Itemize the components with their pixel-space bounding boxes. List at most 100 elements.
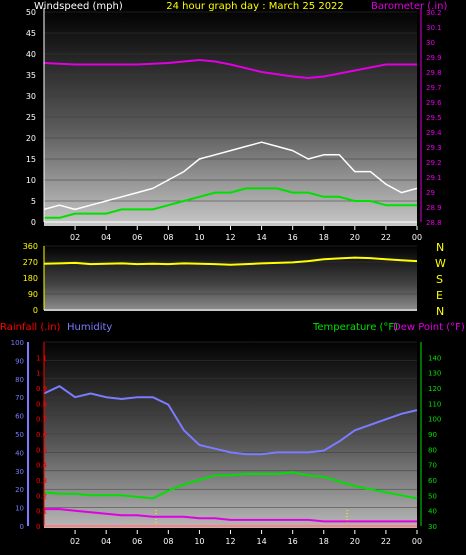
panel1-x-label: 16 bbox=[288, 233, 298, 242]
panel1-x-label: 02 bbox=[70, 233, 80, 242]
barometer-tick-label: 29.1 bbox=[426, 174, 442, 182]
temperature-tick-label: 90 bbox=[428, 431, 437, 439]
barometer-tick-label: 28.8 bbox=[426, 219, 442, 227]
barometer-tick-label: 29.9 bbox=[426, 54, 442, 62]
rainfall-tick-label: 1 bbox=[36, 370, 40, 378]
temperature-tick-label: 100 bbox=[428, 416, 441, 424]
temperature-axis-label: Temperature (°F) bbox=[312, 322, 398, 333]
humidity-tick-label: 20 bbox=[15, 486, 24, 494]
rainfall-tick-label: 0.8 bbox=[36, 400, 47, 408]
direction-label-s: S bbox=[436, 273, 443, 286]
wind-gust-line bbox=[43, 141, 418, 211]
humidity-tick-label: 100 bbox=[11, 339, 24, 347]
panel1-x-label: 00 bbox=[412, 233, 422, 242]
rainfall-tick-label: 0.2 bbox=[36, 492, 47, 500]
rainfall-tick-label: 0 bbox=[36, 523, 40, 531]
temperature-tick-label: 110 bbox=[428, 400, 441, 408]
temperature-tick-label: 60 bbox=[428, 477, 437, 485]
temperature-tick-label: 120 bbox=[428, 385, 441, 393]
barometer-tick-label: 29.8 bbox=[426, 69, 442, 77]
panel3-x-label: 16 bbox=[288, 537, 298, 546]
panel3-x-label: 20 bbox=[350, 537, 360, 546]
temperature-tick-label: 70 bbox=[428, 462, 437, 470]
windspeed-axis-label: Windspeed (mph) bbox=[34, 1, 123, 12]
barometer-tick-label: 29.5 bbox=[426, 114, 442, 122]
direction-tick-label: 180 bbox=[23, 274, 38, 283]
panel1-x-label: 22 bbox=[381, 233, 391, 242]
panel1-x-label: 14 bbox=[256, 233, 266, 242]
rainfall-tick-label: 0.7 bbox=[36, 416, 47, 424]
chart-title: 24 hour graph day : March 25 2022 bbox=[166, 1, 344, 12]
barometer-tick-label: 30 bbox=[426, 39, 435, 47]
windspeed-tick-label: 35 bbox=[26, 71, 36, 80]
panel3-x-label: 12 bbox=[225, 537, 235, 546]
barometer-tick-label: 29.7 bbox=[426, 84, 442, 92]
rainfall-tick-label: 0.5 bbox=[36, 446, 47, 454]
barometer-tick-label: 30.2 bbox=[426, 9, 442, 17]
windspeed-tick-label: 15 bbox=[26, 155, 36, 164]
barometer-line bbox=[43, 59, 417, 79]
temperature-tick-label: 50 bbox=[428, 492, 437, 500]
barometer-tick-label: 29.4 bbox=[426, 129, 442, 137]
windspeed-tick-label: 5 bbox=[31, 197, 36, 206]
humidity-tick-label: 70 bbox=[15, 394, 24, 402]
direction-tick-label: 360 bbox=[23, 242, 38, 251]
panel3-x-label: 10 bbox=[194, 537, 204, 546]
panel1-x-label: 04 bbox=[101, 233, 111, 242]
rainfall-tick-label: 0.3 bbox=[36, 477, 47, 485]
humidity-tick-label: 50 bbox=[15, 431, 24, 439]
temperature-tick-label: 140 bbox=[428, 354, 441, 362]
panel3-x-label: 18 bbox=[319, 537, 329, 546]
rainfall-tick-label: 0.4 bbox=[36, 462, 48, 470]
panel3-x-label: 22 bbox=[381, 537, 391, 546]
barometer-tick-label: 28.9 bbox=[426, 204, 442, 212]
panel3-x-label: 08 bbox=[163, 537, 173, 546]
windspeed-tick-label: 10 bbox=[26, 176, 36, 185]
temperature-tick-label: 130 bbox=[428, 370, 441, 378]
humidity-tick-label: 60 bbox=[15, 413, 24, 421]
panel1-x-label: 08 bbox=[163, 233, 173, 242]
humidity-tick-label: 80 bbox=[15, 376, 24, 384]
windspeed-tick-label: 30 bbox=[26, 92, 36, 101]
barometer-tick-label: 29 bbox=[426, 189, 435, 197]
wind-average-line bbox=[44, 187, 417, 219]
wind-direction-line bbox=[43, 256, 418, 266]
direction-tick-label: 270 bbox=[23, 258, 38, 267]
humidity-tick-label: 40 bbox=[15, 449, 24, 457]
windspeed-tick-label: 25 bbox=[26, 113, 36, 122]
panel3-x-label: 14 bbox=[256, 537, 266, 546]
panel1-x-label: 12 bbox=[225, 233, 235, 242]
windspeed-tick-label: 40 bbox=[26, 50, 36, 59]
windspeed-tick-label: 50 bbox=[26, 8, 36, 17]
barometer-tick-label: 29.6 bbox=[426, 99, 442, 107]
panel1-x-label: 18 bbox=[319, 233, 329, 242]
panel3-x-label: 00 bbox=[412, 537, 422, 546]
rainfall-tick-label: 1.1 bbox=[36, 354, 47, 362]
direction-label-e: E bbox=[436, 289, 443, 302]
bottom-panel-bg bbox=[44, 338, 417, 528]
temperature-tick-label: 80 bbox=[428, 446, 437, 454]
panel3-x-label: 06 bbox=[132, 537, 142, 546]
direction-label-n-top: N bbox=[436, 241, 444, 254]
humidity-tick-label: 30 bbox=[15, 468, 24, 476]
rainfall-tick-label: 0.9 bbox=[36, 385, 47, 393]
temperature-line bbox=[43, 471, 418, 500]
humidity-axis-label: Humidity bbox=[67, 322, 112, 333]
windspeed-tick-label: 45 bbox=[26, 29, 36, 38]
rainfall-tick-label: 0.1 bbox=[36, 508, 47, 516]
barometer-tick-label: 29.2 bbox=[426, 159, 442, 167]
panel1-x-label: 20 bbox=[350, 233, 360, 242]
panel3-x-label: 02 bbox=[70, 537, 80, 546]
humidity-tick-label: 90 bbox=[15, 357, 24, 365]
panel1-x-label: 10 bbox=[194, 233, 204, 242]
windspeed-tick-label: 0 bbox=[31, 218, 36, 227]
rainfall-tick-label: 0.6 bbox=[36, 431, 48, 439]
direction-tick-label: 90 bbox=[28, 290, 38, 299]
barometer-tick-label: 29.3 bbox=[426, 144, 442, 152]
rainfall-axis-label: Rainfall (.in) bbox=[0, 322, 61, 333]
direction-label-n-bottom: N bbox=[436, 305, 444, 318]
windspeed-tick-label: 20 bbox=[26, 134, 36, 143]
humidity-tick-label: 0 bbox=[20, 523, 24, 531]
temperature-tick-label: 30 bbox=[428, 523, 437, 531]
